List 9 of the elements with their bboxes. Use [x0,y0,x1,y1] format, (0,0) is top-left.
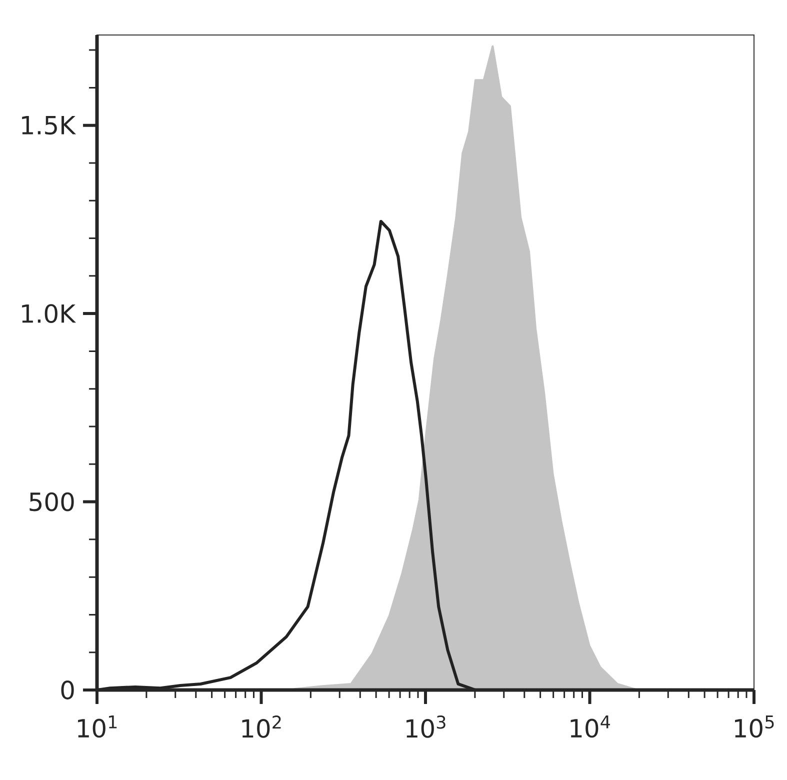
x-tick-label: 10$^{1}$ [78,716,117,738]
y-tick-label: 1.0K [22,304,76,324]
y-tick-label: 500 [30,492,74,512]
y-tick-label: 1.5K [22,116,76,135]
x-tick-label: 10$^{5}$ [735,716,774,738]
x-tick-label: 10$^{2}$ [242,716,281,738]
x-tick-label: 10$^{4}$ [570,716,610,738]
x-tick-label: 10$^{3}$ [406,716,446,738]
y-tick-label: 0 [61,680,74,700]
